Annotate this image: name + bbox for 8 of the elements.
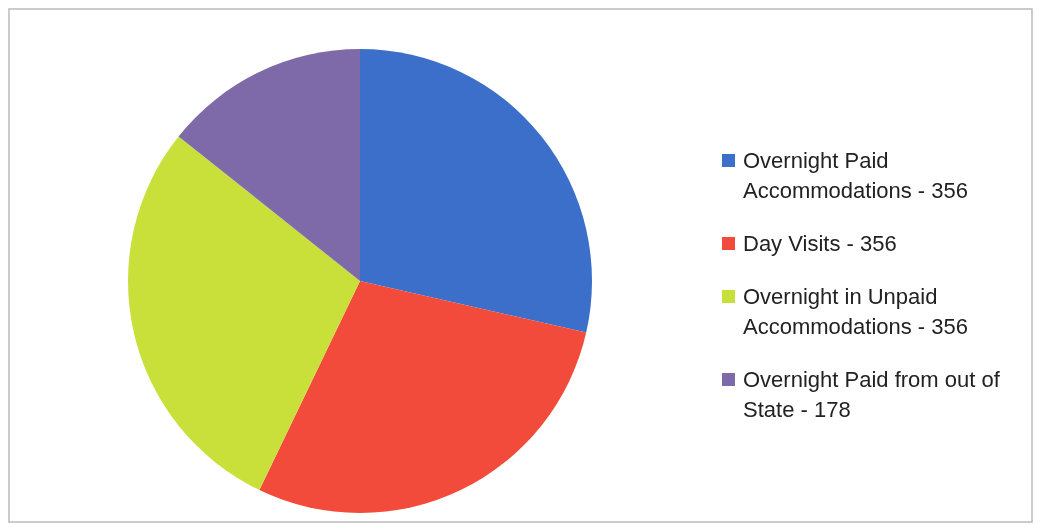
pie-slice xyxy=(259,281,587,513)
legend-label: Day Visits - 356 xyxy=(743,231,897,256)
pie-slice xyxy=(178,49,360,281)
legend-label: Overnight Paid Accommodations - 356 xyxy=(743,148,968,203)
legend-label: Overnight in Unpaid Accommodations - 356 xyxy=(743,284,968,339)
legend-label: Overnight Paid from out of State - 178 xyxy=(743,367,1001,422)
pie-slice xyxy=(128,136,360,491)
pie-slice xyxy=(360,49,592,333)
